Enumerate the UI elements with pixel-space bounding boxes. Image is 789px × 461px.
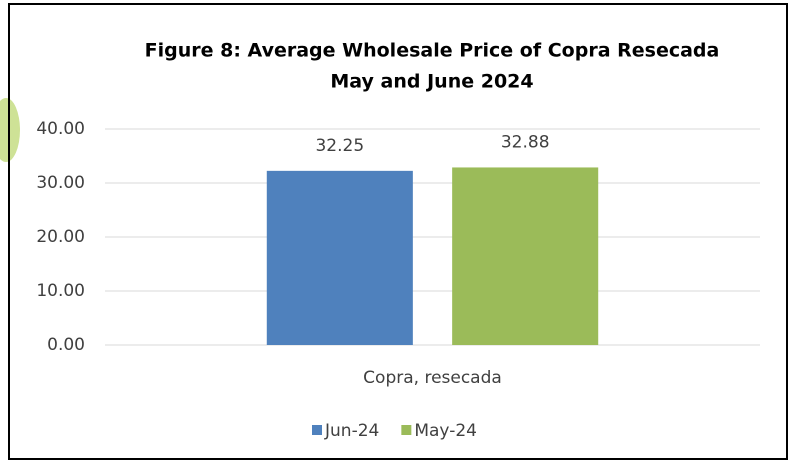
y-tick-label: 0.00 bbox=[47, 335, 85, 355]
legend-label: May-24 bbox=[414, 421, 477, 441]
legend-swatch bbox=[401, 425, 412, 435]
chart-subtitle: May and June 2024 bbox=[330, 71, 533, 93]
data-label: 32.88 bbox=[501, 132, 550, 152]
y-tick-label: 30.00 bbox=[36, 173, 85, 193]
chart-title: Figure 8: Average Wholesale Price of Cop… bbox=[145, 40, 720, 62]
x-tick-label: Copra, resecada bbox=[363, 368, 502, 388]
y-tick-label: 40.00 bbox=[36, 119, 85, 139]
y-tick-label: 20.00 bbox=[36, 227, 85, 247]
chart-border bbox=[8, 3, 788, 460]
y-tick-label: 10.00 bbox=[36, 281, 85, 301]
data-label: 32.25 bbox=[315, 136, 364, 156]
legend-label: Jun-24 bbox=[324, 421, 379, 441]
bar bbox=[266, 170, 413, 345]
bar bbox=[452, 167, 599, 345]
legend-swatch bbox=[312, 425, 322, 435]
